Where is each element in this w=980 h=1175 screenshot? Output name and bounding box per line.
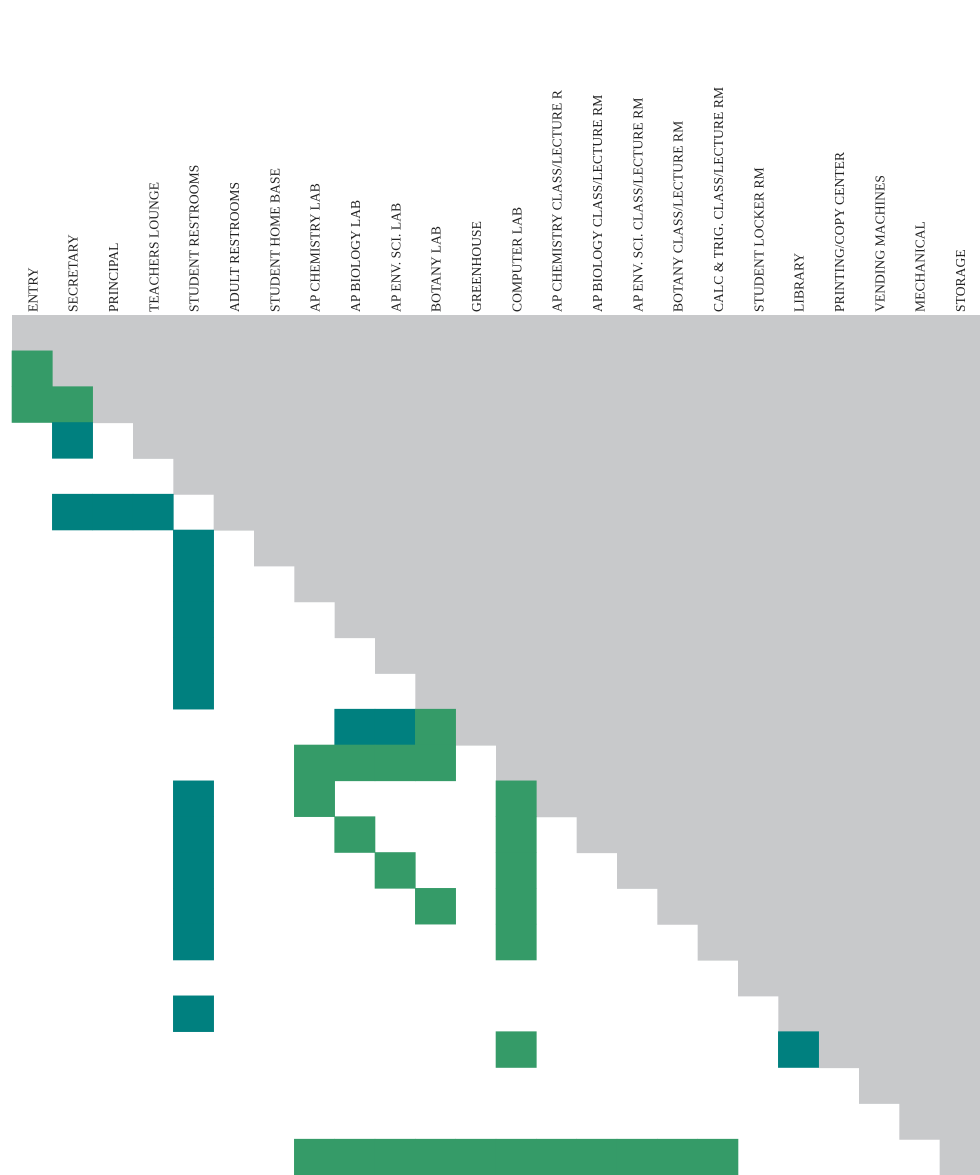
cell-ap-env-sci-lab-x-student-restrooms [173,637,214,674]
cell-storage-x-ap-biology-lab [334,1138,376,1175]
cell-ap-env-sci-class-lecture-rm-x-ap-env-sci-lab [374,852,416,889]
room-label-printing-copy-center: PRINTING/COPY CENTER [832,152,847,312]
cell-adult-restrooms-x-secretary [52,493,93,531]
room-labels: ENTRY SECRETARY PRINCIPAL TEACHERS LOUNGE ST… [25,87,968,312]
cell-ap-biology-lab-x-student-restrooms [173,601,214,638]
room-label-adult-restrooms: ADULT RESTROOMS [227,182,242,312]
room-label-ap-env-sci-lab: AP ENV. SCI. LAB [388,203,403,312]
cell-ap-chemistry-lab-x-student-restrooms [173,565,214,602]
cell-storage-x-calc-trig-class-lecture-rm [697,1138,739,1175]
matrix-staircase-fill [12,315,980,1175]
cell-ap-chemistry-class-lecture-r-x-student-restrooms [173,780,214,817]
room-label-greenhouse: GREENHOUSE [469,221,484,312]
cell-calc-trig-class-lecture-rm-x-student-restrooms [173,923,214,961]
room-label-ap-biology-lab: AP BIOLOGY LAB [348,200,363,312]
cell-ap-chemistry-class-lecture-r-x-computer-lab [495,780,537,817]
matrix-upper-triangle [12,315,980,1175]
cell-storage-x-botany-lab [415,1138,456,1175]
cell-secretary-x-entry [11,350,53,387]
cell-storage-x-ap-env-sci-class-lecture-rm [616,1138,658,1175]
room-label-library: LIBRARY [792,253,807,312]
room-label-calc-trig-class-lecture-rm: CALC & TRIG. CLASS/LECTURE RM [711,87,726,312]
cell-greenhouse-x-ap-env-sci-lab [374,708,416,746]
room-label-botany-class-lecture-rm: BOTANY CLASS/LECTURE RM [671,121,686,312]
room-label-ap-chemistry-lab: AP CHEMISTRY LAB [308,183,323,312]
cell-storage-x-ap-env-sci-lab [374,1138,416,1175]
cell-greenhouse-x-botany-lab [415,708,456,746]
room-label-mechanical: MECHANICAL [913,221,928,312]
cell-botany-class-lecture-rm-x-computer-lab [495,888,537,925]
cell-greenhouse-x-ap-biology-lab [334,708,376,746]
room-label-principal: PRINCIPAL [106,243,121,312]
room-label-ap-biology-class-lecture-rm: AP BIOLOGY CLASS/LECTURE RM [590,95,605,312]
cell-calc-trig-class-lecture-rm-x-computer-lab [495,923,537,961]
room-label-computer-lab: COMPUTER LAB [509,207,524,312]
cell-storage-x-computer-lab [495,1138,537,1175]
cell-storage-x-ap-biology-class-lecture-rm [576,1138,618,1175]
cell-botany-class-lecture-rm-x-student-restrooms [173,888,214,925]
cell-storage-x-ap-chemistry-lab [294,1138,335,1175]
cell-computer-lab-x-botany-lab [415,744,456,782]
cell-botany-class-lecture-rm-x-botany-lab [415,888,456,925]
room-label-botany-lab: BOTANY LAB [429,226,444,312]
room-label-ap-env-sci-class-lecture-rm: AP ENV. SCI. CLASS/LECTURE RM [630,98,645,312]
room-label-storage: STORAGE [953,249,968,312]
cell-adult-restrooms-x-teachers-lounge [132,493,174,531]
cell-printing-copy-center-x-library [778,1031,819,1068]
room-label-teachers-lounge: TEACHERS LOUNGE [146,182,161,312]
room-label-student-home-base: STUDENT HOME BASE [267,168,282,312]
cell-library-x-student-restrooms [173,995,214,1032]
cell-ap-chemistry-class-lecture-r-x-ap-chemistry-lab [294,780,335,817]
cell-student-home-base-x-student-restrooms [173,529,214,567]
cell-ap-biology-class-lecture-rm-x-computer-lab [495,816,537,853]
cell-computer-lab-x-ap-env-sci-lab [374,744,416,782]
cell-computer-lab-x-ap-chemistry-lab [294,744,335,782]
room-label-student-restrooms: STUDENT RESTROOMS [187,165,202,312]
cell-ap-env-sci-class-lecture-rm-x-student-restrooms [173,852,214,889]
room-label-entry: ENTRY [25,267,40,312]
cell-computer-lab-x-ap-biology-lab [334,744,376,782]
cell-storage-x-greenhouse [455,1138,497,1175]
relation-cells [11,350,819,1175]
room-label-student-locker-rm: STUDENT LOCKER RM [751,167,766,312]
cell-botany-lab-x-student-restrooms [173,673,214,710]
cell-ap-env-sci-class-lecture-rm-x-computer-lab [495,852,537,889]
room-label-secretary: SECRETARY [66,234,81,312]
cell-adult-restrooms-x-principal [92,493,134,531]
cell-teachers-lounge-x-secretary [52,422,93,459]
cell-ap-biology-class-lecture-rm-x-ap-biology-lab [334,816,376,853]
cell-storage-x-botany-class-lecture-rm [657,1138,698,1175]
room-label-vending-machines: VENDING MACHINES [872,175,887,312]
cell-principal-x-entry [11,386,53,423]
cell-principal-x-secretary [52,386,93,423]
cell-storage-x-ap-chemistry-class-lecture-r [536,1138,577,1175]
cell-printing-copy-center-x-computer-lab [495,1031,537,1068]
room-label-ap-chemistry-class-lecture-r: AP CHEMISTRY CLASS/LECTURE R [550,90,565,312]
cell-ap-biology-class-lecture-rm-x-student-restrooms [173,816,214,853]
